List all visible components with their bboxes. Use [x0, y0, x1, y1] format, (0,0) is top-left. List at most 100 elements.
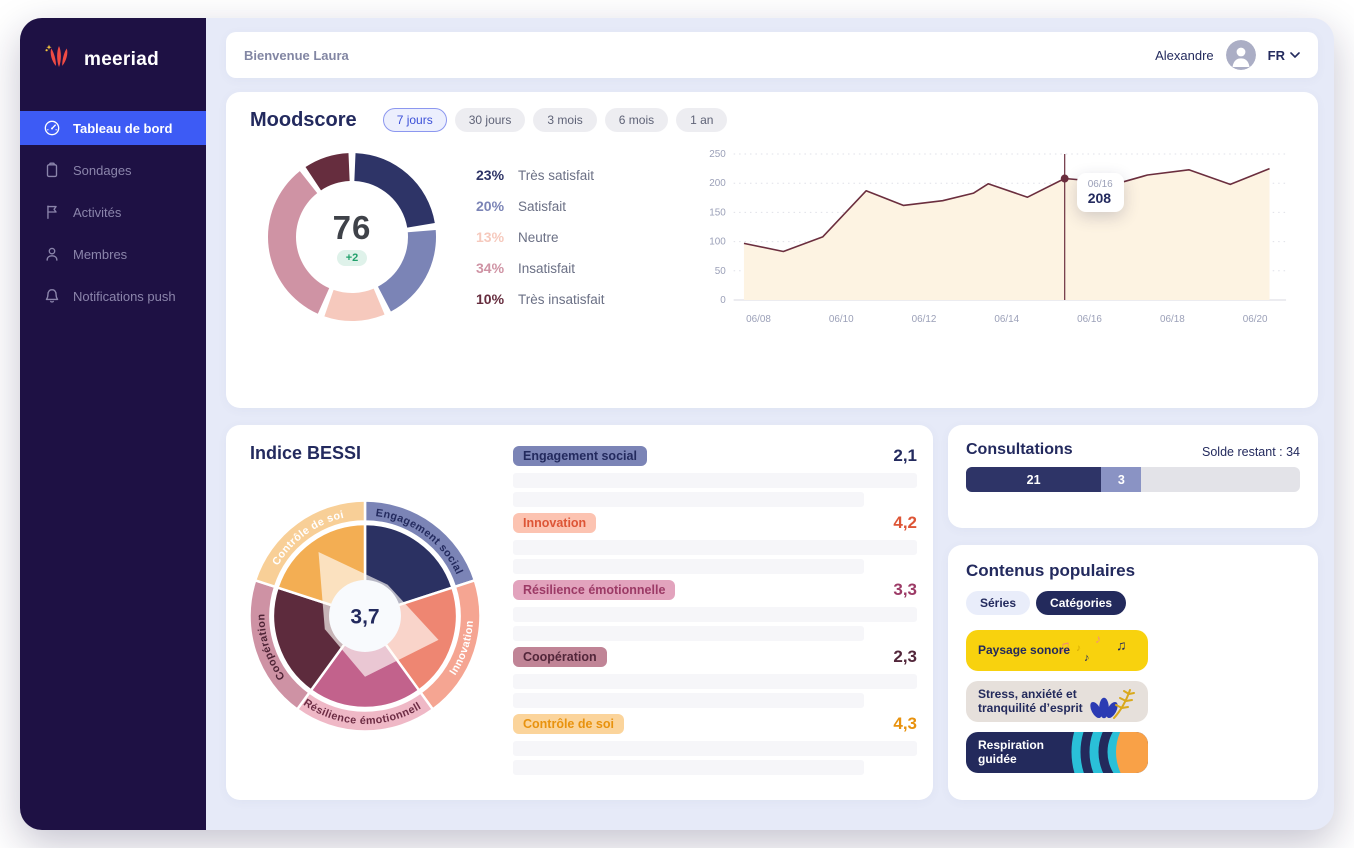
popular-content-title: Contenus populaires [966, 561, 1136, 580]
skeleton-bar [513, 473, 917, 488]
flag-icon [43, 203, 61, 221]
filter-1-an[interactable]: 1 an [676, 108, 728, 132]
bessi-item-tag: Innovation [513, 513, 597, 533]
bessi-item-tag: Contrôle de soi [513, 714, 624, 734]
user-icon [43, 245, 61, 263]
content-tile-respiration-guidee[interactable]: Respiration guidée [966, 732, 1148, 773]
moodscore-card: Moodscore 7 jours 30 jours 3 mois 6 mois 1 a… [226, 92, 1318, 408]
bessi-item-value: 3,3 [893, 580, 917, 599]
sidebar-item-notifications-push[interactable]: Notifications push [20, 279, 206, 313]
sidebar-item-label: Activités [73, 204, 122, 220]
legend-label: Insatisfait [518, 260, 576, 276]
sidebar-item-label: Membres [73, 246, 128, 262]
skeleton-bar [513, 760, 865, 775]
svg-text:0: 0 [720, 295, 726, 306]
moodscore-title: Moodscore [250, 108, 357, 131]
content-tiles: Paysage sonore ♫ ♪ ♪ ♫ ♪ Stress, anxiété et tr… [966, 630, 1300, 773]
tab-categories[interactable]: Catégories [1036, 591, 1127, 615]
music-note-icon: ♫ [1116, 637, 1127, 653]
bessi-item-value: 4,2 [893, 513, 917, 532]
brand: meeriad [20, 18, 206, 77]
popular-content-card: Contenus populaires Séries Catégories Pay… [948, 545, 1318, 800]
filter-3-mois[interactable]: 3 mois [533, 108, 597, 132]
bell-icon [43, 287, 61, 305]
skeleton-bar [513, 492, 865, 507]
bessi-list: Engagement social 2,1 Innovation 4,2 Résilie… [513, 445, 917, 780]
topbar-right: Alexandre FR [1155, 40, 1300, 70]
moodscore-donut-chart: 76 +2 [262, 147, 442, 327]
bessi-title: Indice BESSI [250, 443, 362, 463]
moodscore-delta-badge: +2 [336, 249, 368, 266]
svg-text:06/12: 06/12 [912, 314, 937, 325]
legend-percent: 23% [476, 167, 505, 183]
meeriad-logo-icon [42, 42, 76, 77]
moodscore-legend: 23% Très satisfait 20% Satisfait 13% Neutre 34… [476, 160, 682, 315]
skeleton-bar [513, 559, 865, 574]
legend-percent: 20% [476, 198, 505, 214]
legend-label: Satisfait [518, 198, 567, 214]
moodscore-trend-chart: 0 50 100 150 200 250 06/08 06/10 06/12 06/14 06/16… [700, 142, 1294, 332]
legend-item: 34% Insatisfait [476, 253, 682, 284]
sidebar-item-activites[interactable]: Activités [20, 195, 206, 229]
sidebar-item-tableau-de-bord[interactable]: Tableau de bord [20, 111, 206, 145]
svg-text:06/16: 06/16 [1077, 314, 1102, 325]
clipboard-icon [43, 161, 61, 179]
bessi-item-tag: Engagement social [513, 446, 647, 466]
tab-series[interactable]: Séries [966, 591, 1031, 615]
legend-item: 10% Très insatisfait [476, 284, 682, 315]
svg-text:100: 100 [709, 237, 726, 248]
tooltip-value: 208 [1087, 189, 1112, 206]
language-label: FR [1267, 47, 1285, 63]
consultations-title: Consultations [966, 441, 1073, 458]
legend-label: Très insatisfait [518, 291, 605, 307]
svg-text:200: 200 [709, 178, 726, 189]
bessi-item-cooperation: Coopération 2,3 [513, 646, 917, 708]
chart-tooltip: 06/16 208 [1076, 172, 1124, 212]
bessi-card: Indice BESSI Engagement social Innovation… [226, 425, 933, 800]
legend-percent: 10% [476, 291, 505, 307]
music-note-icon: ♪ [1084, 652, 1090, 664]
music-note-icon: ♪ [1095, 632, 1101, 646]
bessi-item-innovation: Innovation 4,2 [513, 512, 917, 574]
bessi-item-value: 2,3 [893, 647, 917, 666]
filter-6-mois[interactable]: 6 mois [604, 108, 669, 132]
bessi-item-engagement-social: Engagement social 2,1 [513, 445, 917, 507]
language-selector[interactable]: FR [1268, 48, 1300, 63]
content-tile-paysage-sonore[interactable]: Paysage sonore ♫ ♪ ♪ ♫ ♪ [966, 630, 1148, 671]
content-tile-label: Stress, anxiété et tranquilité d’esprit [978, 687, 1083, 715]
sidebar-item-label: Sondages [73, 162, 132, 178]
svg-text:50: 50 [715, 266, 726, 277]
app-window: meeriad Tableau de bord Sondages Activités… [20, 18, 1334, 830]
filter-7-jours[interactable]: 7 jours [382, 108, 447, 132]
svg-text:06/10: 06/10 [829, 314, 854, 325]
content-tile-label: Paysage sonore [978, 642, 1071, 657]
svg-text:06/08: 06/08 [746, 314, 771, 325]
sidebar-item-membres[interactable]: Membres [20, 237, 206, 271]
svg-text:150: 150 [709, 207, 726, 218]
skeleton-bar [513, 674, 917, 689]
segment-value: 21 [1026, 472, 1041, 487]
consultations-segment: 21 [966, 467, 1102, 492]
sidebar-item-label: Notifications push [73, 288, 176, 304]
skeleton-bar [513, 607, 917, 622]
content-tabs: Séries Catégories [966, 591, 1300, 615]
content-tile-stress-anxiete-et-tranquilit[interactable]: Stress, anxiété et tranquilité d’esprit [966, 681, 1148, 722]
filter-30-jours[interactable]: 30 jours [454, 108, 526, 132]
balance-label: Solde restant : 34 [1202, 445, 1300, 459]
sidebar-item-sondages[interactable]: Sondages [20, 153, 206, 187]
consultations-progress-bar: 21 3 [966, 467, 1300, 492]
legend-label: Neutre [518, 229, 559, 245]
bessi-item-tag: Coopération [513, 647, 607, 667]
music-note-icon: ♫ [1058, 637, 1071, 656]
bessi-item-value: 4,3 [893, 714, 917, 733]
skeleton-bar [513, 741, 917, 756]
svg-text:250: 250 [709, 149, 726, 160]
svg-text:06/18: 06/18 [1160, 314, 1185, 325]
welcome-text: Bienvenue Laura [244, 47, 349, 63]
user-avatar[interactable] [1225, 40, 1256, 70]
moodscore-value: 76 [332, 208, 372, 246]
svg-text:3,7: 3,7 [350, 606, 379, 629]
legend-percent: 13% [476, 229, 505, 245]
skeleton-bar [513, 693, 865, 708]
